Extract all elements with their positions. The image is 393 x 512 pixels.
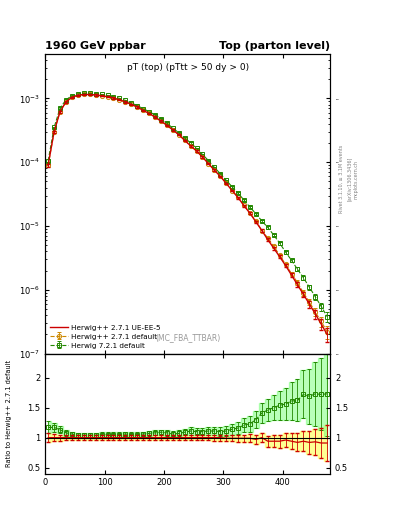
Herwig++ 2.7.1 UE-EE-5	[200, 154, 205, 160]
Herwig++ 2.7.1 UE-EE-5	[230, 187, 235, 194]
Herwig++ 2.7.1 UE-EE-5	[123, 99, 128, 105]
Herwig++ 2.7.1 UE-EE-5	[87, 92, 92, 98]
Legend: Herwig++ 2.7.1 UE-EE-5, Herwig++ 2.7.1 default, Herwig 7.2.1 default: Herwig++ 2.7.1 UE-EE-5, Herwig++ 2.7.1 d…	[49, 323, 162, 350]
Text: pT (top) (pTtt > 50 dy > 0): pT (top) (pTtt > 50 dy > 0)	[127, 63, 249, 72]
Herwig++ 2.7.1 UE-EE-5	[52, 129, 57, 135]
Herwig++ 2.7.1 UE-EE-5	[289, 272, 294, 278]
Herwig++ 2.7.1 UE-EE-5	[212, 167, 217, 173]
Herwig++ 2.7.1 UE-EE-5	[253, 219, 258, 225]
Text: Top (parton level): Top (parton level)	[219, 41, 330, 51]
Herwig++ 2.7.1 UE-EE-5	[93, 92, 98, 98]
Herwig++ 2.7.1 UE-EE-5	[152, 114, 157, 120]
Herwig++ 2.7.1 UE-EE-5	[81, 92, 86, 98]
Herwig++ 2.7.1 UE-EE-5	[313, 311, 318, 317]
Herwig++ 2.7.1 UE-EE-5	[206, 161, 211, 167]
Herwig++ 2.7.1 UE-EE-5	[218, 173, 223, 179]
Herwig++ 2.7.1 UE-EE-5	[99, 93, 104, 99]
Herwig++ 2.7.1 UE-EE-5	[75, 92, 80, 98]
Herwig++ 2.7.1 UE-EE-5	[165, 122, 169, 129]
Herwig++ 2.7.1 UE-EE-5	[301, 291, 306, 297]
Herwig++ 2.7.1 UE-EE-5	[147, 111, 151, 117]
Herwig++ 2.7.1 UE-EE-5	[58, 109, 62, 115]
Herwig++ 2.7.1 UE-EE-5	[236, 195, 241, 201]
Herwig++ 2.7.1 UE-EE-5	[159, 118, 163, 124]
Herwig++ 2.7.1 UE-EE-5	[141, 107, 145, 113]
Text: Rivet 3.1.10, ≥ 3.1M events: Rivet 3.1.10, ≥ 3.1M events	[339, 145, 344, 214]
Herwig++ 2.7.1 UE-EE-5	[259, 227, 264, 233]
Text: 1960 GeV ppbar: 1960 GeV ppbar	[45, 41, 146, 51]
Text: (MC_FBA_TTBAR): (MC_FBA_TTBAR)	[155, 333, 220, 342]
Herwig++ 2.7.1 UE-EE-5	[135, 104, 140, 110]
Herwig++ 2.7.1 UE-EE-5	[325, 331, 329, 337]
Herwig++ 2.7.1 UE-EE-5	[272, 245, 276, 251]
Herwig++ 2.7.1 UE-EE-5	[248, 210, 252, 217]
Herwig++ 2.7.1 UE-EE-5	[283, 263, 288, 269]
Herwig++ 2.7.1 UE-EE-5	[182, 137, 187, 143]
Herwig++ 2.7.1 UE-EE-5	[224, 180, 229, 186]
Herwig++ 2.7.1 UE-EE-5	[188, 143, 193, 149]
Herwig++ 2.7.1 UE-EE-5	[242, 203, 246, 209]
Y-axis label: Ratio to Herwig++ 2.7.1 default: Ratio to Herwig++ 2.7.1 default	[6, 360, 13, 467]
Herwig++ 2.7.1 UE-EE-5	[105, 94, 110, 100]
Text: mcplots.cern.ch: mcplots.cern.ch	[354, 160, 359, 199]
Herwig++ 2.7.1 UE-EE-5	[277, 253, 282, 260]
Herwig++ 2.7.1 UE-EE-5	[265, 237, 270, 243]
Herwig++ 2.7.1 UE-EE-5	[64, 99, 68, 105]
Herwig++ 2.7.1 UE-EE-5	[319, 321, 323, 327]
Herwig++ 2.7.1 UE-EE-5	[70, 94, 74, 100]
Herwig++ 2.7.1 UE-EE-5	[117, 97, 122, 103]
Herwig++ 2.7.1 UE-EE-5	[46, 162, 51, 168]
Herwig++ 2.7.1 UE-EE-5	[194, 148, 199, 154]
Herwig++ 2.7.1 UE-EE-5	[171, 127, 175, 133]
Herwig++ 2.7.1 UE-EE-5	[111, 95, 116, 101]
Text: [arXiv:1306.3436]: [arXiv:1306.3436]	[347, 157, 352, 201]
Herwig++ 2.7.1 UE-EE-5	[176, 132, 181, 138]
Herwig++ 2.7.1 UE-EE-5	[307, 301, 312, 307]
Herwig++ 2.7.1 UE-EE-5	[129, 101, 134, 108]
Line: Herwig++ 2.7.1 UE-EE-5: Herwig++ 2.7.1 UE-EE-5	[48, 95, 327, 334]
Herwig++ 2.7.1 UE-EE-5	[295, 282, 300, 288]
